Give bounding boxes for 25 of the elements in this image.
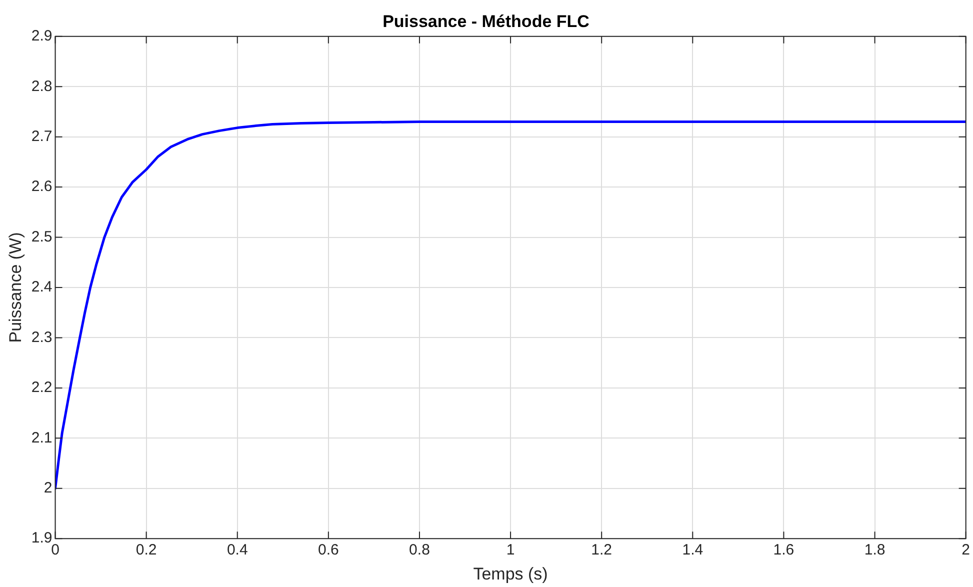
- y-tick-label: 2.4: [31, 278, 52, 296]
- y-tick-label: 2.7: [31, 128, 52, 145]
- y-axis-title: Puissance (W): [6, 232, 25, 343]
- x-tick-label: 0.4: [226, 542, 248, 559]
- x-tick-label: 1: [506, 542, 515, 559]
- x-tick-label: 0.6: [318, 542, 339, 559]
- x-tick-label: 1.8: [864, 542, 886, 559]
- x-tick-label: 0: [51, 542, 60, 559]
- x-tick-label: 2: [962, 542, 970, 559]
- x-tick-label: 1.4: [682, 542, 704, 559]
- y-tick-label: 2.1: [31, 429, 52, 446]
- y-tick-label: 2.3: [31, 328, 52, 346]
- x-tick-label: 1.6: [773, 542, 794, 559]
- x-axis-title: Temps (s): [473, 564, 548, 584]
- y-tick-label: 2.5: [31, 228, 52, 246]
- y-tick-label: 2.6: [31, 178, 52, 196]
- y-tick-label: 2.2: [31, 379, 52, 396]
- chart-title: Puissance - Méthode FLC: [382, 12, 590, 31]
- y-tick-label: 2.8: [31, 78, 52, 95]
- y-tick-label: 1.9: [31, 530, 52, 547]
- x-tick-label: 0.8: [409, 542, 430, 559]
- y-tick-label: 2.9: [31, 28, 52, 45]
- x-tick-label: 1.2: [591, 542, 612, 559]
- x-tick-label: 0.2: [136, 542, 157, 559]
- y-tick-label: 2: [44, 480, 52, 497]
